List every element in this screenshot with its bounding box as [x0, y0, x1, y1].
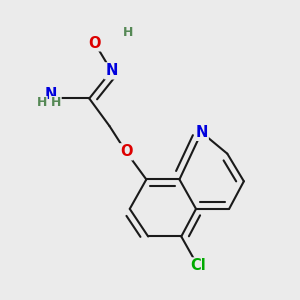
Text: H: H [37, 96, 47, 110]
Text: N: N [105, 63, 118, 78]
Text: H: H [123, 26, 133, 39]
Text: H: H [51, 96, 61, 110]
Text: Cl: Cl [190, 258, 206, 273]
Text: N: N [44, 87, 57, 102]
Text: O: O [88, 36, 101, 51]
Text: O: O [120, 144, 132, 159]
Text: N: N [195, 125, 208, 140]
